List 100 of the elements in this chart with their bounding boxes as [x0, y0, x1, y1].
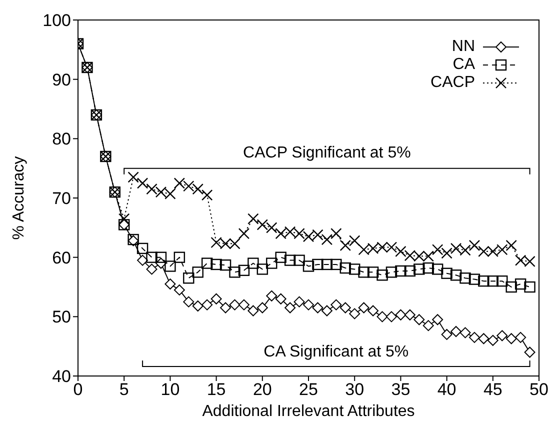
- point: [312, 258, 324, 270]
- x-tick-label: 10: [160, 380, 180, 400]
- point: [164, 278, 176, 290]
- y-tick-label: 90: [52, 70, 71, 90]
- point: [256, 302, 268, 314]
- point: [284, 302, 296, 314]
- point: [330, 258, 342, 270]
- point: [506, 240, 517, 252]
- point: [321, 258, 333, 270]
- point: [210, 293, 222, 304]
- point: [506, 281, 517, 293]
- point: [266, 258, 278, 269]
- point: [220, 302, 232, 314]
- point: [146, 264, 158, 275]
- point: [146, 252, 158, 263]
- x-tick-label: 0: [73, 380, 83, 400]
- point: [414, 264, 425, 275]
- point: [229, 299, 240, 310]
- point: [404, 265, 416, 277]
- y-tick-label: 40: [52, 367, 71, 386]
- point: [386, 266, 398, 278]
- x-tick-label: 15: [206, 380, 226, 400]
- point: [496, 330, 508, 342]
- point: [358, 302, 370, 314]
- y-axis-title: % Accuracy: [10, 156, 28, 240]
- point: [183, 272, 194, 284]
- point: [174, 284, 185, 296]
- point: [395, 265, 406, 277]
- point: [524, 346, 536, 358]
- point: [321, 234, 333, 246]
- x-tick-label: 40: [437, 380, 456, 400]
- point: [506, 333, 517, 344]
- point: [312, 302, 324, 314]
- point: [248, 305, 259, 316]
- point: [450, 326, 462, 337]
- point: [395, 309, 406, 320]
- point: [468, 240, 480, 252]
- x-tick-label: 25: [299, 380, 318, 400]
- point: [450, 270, 462, 281]
- point: [478, 333, 490, 344]
- point: [441, 268, 452, 279]
- x-tick-label: 5: [119, 380, 129, 400]
- point: [330, 228, 342, 240]
- point: [515, 332, 526, 343]
- point: [414, 314, 425, 326]
- annotation: CA Significant at 5%: [264, 343, 409, 360]
- point: [460, 272, 471, 284]
- y-tick-label: 80: [52, 130, 71, 149]
- point: [183, 296, 194, 308]
- point: [229, 266, 240, 278]
- point: [294, 254, 305, 266]
- point: [128, 172, 139, 183]
- point: [468, 274, 480, 285]
- point: [201, 189, 213, 201]
- point: [496, 275, 508, 287]
- point: [340, 302, 351, 314]
- legend-label: CA: [452, 56, 475, 74]
- point: [460, 327, 471, 338]
- point: [303, 299, 314, 310]
- point: [321, 305, 332, 316]
- y-tick-label: 60: [52, 248, 71, 268]
- point: [174, 252, 186, 263]
- point: [256, 264, 268, 275]
- point: [192, 266, 204, 278]
- point: [220, 259, 232, 271]
- point: [349, 308, 360, 320]
- point: [404, 309, 416, 320]
- point: [294, 296, 305, 308]
- point: [376, 311, 388, 322]
- point: [468, 332, 480, 343]
- point: [395, 246, 406, 257]
- point: [201, 258, 213, 269]
- point: [441, 328, 452, 340]
- point: [302, 260, 314, 272]
- point: [340, 240, 351, 252]
- point: [432, 314, 444, 326]
- point: [248, 213, 259, 224]
- point: [422, 262, 434, 274]
- x-tick-label: 50: [530, 380, 548, 400]
- point: [349, 264, 360, 275]
- point: [386, 311, 397, 322]
- point: [432, 264, 444, 275]
- point: [524, 281, 536, 293]
- point: [432, 244, 444, 256]
- point: [137, 254, 148, 266]
- point: [487, 334, 498, 346]
- point: [248, 258, 259, 269]
- legend-label: NN: [452, 38, 475, 56]
- annotation: CACP Significant at 5%: [243, 144, 411, 162]
- point: [368, 305, 379, 316]
- x-axis-title: Additional Irrelevant Attributes: [202, 403, 415, 420]
- point: [238, 264, 250, 276]
- point: [238, 299, 250, 310]
- point: [367, 266, 379, 278]
- x-tick-label: 30: [345, 380, 364, 400]
- y-tick-label: 100: [42, 11, 71, 30]
- point: [155, 252, 167, 263]
- point: [202, 299, 213, 310]
- point: [487, 275, 498, 287]
- legend-label: CACP: [430, 74, 475, 92]
